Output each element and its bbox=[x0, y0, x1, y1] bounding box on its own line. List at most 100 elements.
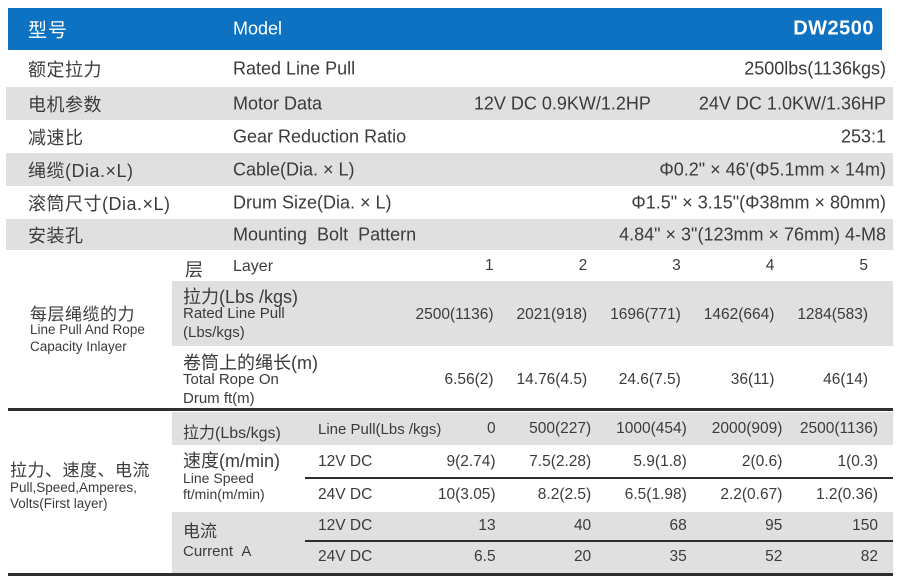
current-24v-label: 24V DC bbox=[318, 548, 373, 565]
current-24v-values: 6.5 20 35 52 82 bbox=[400, 548, 878, 566]
table-cell: 2(0.6) bbox=[741, 453, 783, 470]
spec-row-cable: 绳缆(Dia.×L) Cable(Dia. × L) Φ0.2" × 46'(Φ… bbox=[6, 153, 893, 186]
table-cell: 1696(771) bbox=[610, 306, 681, 323]
speed-label-en1: Line Speed bbox=[183, 470, 254, 486]
current-12v-label: 12V DC bbox=[318, 517, 373, 534]
band-rated-line-pull bbox=[172, 281, 893, 346]
table-cell: 6.5 bbox=[474, 548, 496, 565]
row-label-en2: (Lbs/kgs) bbox=[183, 324, 245, 341]
spec-value-24v: 24V DC 1.0KW/1.36HP bbox=[698, 93, 886, 113]
line-pull-label-en: Line Pull(Lbs /kgs) bbox=[318, 421, 442, 438]
layer-number: 3 bbox=[672, 257, 681, 274]
table-cell: 6.5(1.98) bbox=[624, 486, 687, 503]
table-cell: 52 bbox=[765, 548, 783, 565]
group-label-en2-layer: Capacity Inlayer bbox=[30, 339, 127, 354]
speed-12v-label: 12V DC bbox=[318, 453, 373, 470]
table-cell: 2021(918) bbox=[516, 306, 588, 323]
table-cell: 82 bbox=[860, 548, 878, 565]
spec-row-rated-line-pull: 额定拉力 Rated Line Pull 2500lbs(1136kgs) bbox=[6, 50, 893, 87]
table-cell: 1.2(0.36) bbox=[815, 486, 878, 503]
spec-row-motor-data: 电机参数 Motor Data 12V DC 0.9KW/1.2HP 24V D… bbox=[6, 87, 893, 120]
spec-label-en: Gear Reduction Ratio bbox=[233, 126, 407, 146]
table-cell: 1000(454) bbox=[616, 420, 687, 437]
table-cell: 5.9(1.8) bbox=[633, 453, 687, 470]
spec-label-en: Cable(Dia. × L) bbox=[233, 159, 355, 179]
table-cell: 150 bbox=[852, 517, 878, 534]
current-label-en: Current A bbox=[183, 543, 252, 560]
row-label-zh: 卷筒上的绳长(m) bbox=[183, 353, 318, 373]
table-cell: 500(227) bbox=[529, 420, 592, 437]
spec-value: 4.84" × 3"(123mm × 76mm) 4-M8 bbox=[619, 224, 886, 244]
speed-label-en2: ft/min(m/min) bbox=[183, 486, 265, 502]
table-cell: 1284(583) bbox=[797, 306, 868, 323]
row-label-zh: 拉力(Lbs /kgs) bbox=[183, 287, 299, 307]
layer-number: 4 bbox=[765, 257, 775, 274]
spec-label-zh: 电机参数 bbox=[28, 94, 102, 115]
row-label-en1: Rated Line Pull bbox=[183, 305, 285, 322]
spec-label-zh: 减速比 bbox=[28, 127, 84, 148]
table-header-bar: 型号 Model DW2500 bbox=[8, 8, 882, 50]
table-cell: 1462(664) bbox=[703, 306, 775, 323]
band-line-pull bbox=[172, 412, 893, 445]
band-current bbox=[172, 512, 893, 573]
table-cell: 13 bbox=[478, 517, 496, 534]
spec-value-12v: 12V DC 0.9KW/1.2HP bbox=[473, 93, 651, 113]
current-12v-values: 13 40 68 95 150 bbox=[400, 517, 878, 535]
header-label-en: Model bbox=[233, 18, 283, 39]
table-cell: 2500(1136) bbox=[415, 306, 494, 323]
spec-label-en: Mounting Bolt Pattern bbox=[233, 224, 417, 244]
row-label-en2: Drum ft(m) bbox=[183, 390, 255, 407]
rope-length-values: 6.56(2) 14.76(4.5) 24.6(7.5) 36(11) 46(1… bbox=[400, 371, 868, 389]
group-label-en1-layer: Line Pull And Rope bbox=[30, 322, 145, 337]
speed-12v-values: 9(2.74) 7.5(2.28) 5.9(1.8) 2(0.6) 1(0.3) bbox=[400, 453, 878, 471]
layer-number: 2 bbox=[578, 257, 588, 274]
table-cell: 9(2.74) bbox=[446, 453, 496, 470]
spec-value: Φ1.5" × 3.15"(Φ38mm × 80mm) bbox=[631, 192, 886, 212]
spec-label-zh: 绳缆(Dia.×L) bbox=[28, 160, 134, 181]
row-divider bbox=[305, 540, 893, 542]
table-cell: 68 bbox=[669, 517, 687, 534]
spec-row-drum-size: 滚筒尺寸(Dia.×L) Drum Size(Dia. × L) Φ1.5" ×… bbox=[6, 186, 893, 219]
line-pull-label-zh: 拉力(Lbs/kgs) bbox=[183, 425, 281, 442]
table-cell: 2500(1136) bbox=[799, 420, 878, 437]
row-divider bbox=[305, 477, 893, 479]
current-label-zh: 电流 bbox=[183, 522, 217, 541]
table-cell: 2000(909) bbox=[711, 420, 783, 437]
spec-value: 2500lbs(1136kgs) bbox=[744, 58, 886, 78]
group-label-en2-perf: Volts(First layer) bbox=[10, 496, 108, 511]
rated-line-pull-values: 2500(1136) 2021(918) 1696(771) 1462(664)… bbox=[400, 306, 868, 324]
layer-header-en: Layer bbox=[233, 258, 274, 275]
layer-number-row: 1 2 3 4 5 bbox=[400, 257, 868, 275]
spec-label-zh: 安装孔 bbox=[28, 225, 84, 246]
table-cell: 35 bbox=[669, 548, 687, 565]
table-cell: 1(0.3) bbox=[837, 453, 878, 470]
group-label-zh-perf: 拉力、速度、电流 bbox=[10, 461, 150, 480]
spec-label-en: Drum Size(Dia. × L) bbox=[233, 192, 392, 212]
line-pull-values: 0 500(227) 1000(454) 2000(909) 2500(1136… bbox=[400, 420, 878, 438]
spec-label-zh: 滚筒尺寸(Dia.×L) bbox=[28, 193, 171, 214]
speed-24v-values: 10(3.05) 8.2(2.5) 6.5(1.98) 2.2(0.67) 1.… bbox=[400, 486, 878, 504]
speed-label-zh: 速度(m/min) bbox=[183, 451, 280, 471]
table-cell: 2.2(0.67) bbox=[720, 486, 783, 503]
section-divider bbox=[8, 408, 893, 411]
table-cell: 6.56(2) bbox=[444, 371, 494, 388]
spec-value: 253:1 bbox=[840, 126, 886, 146]
table-cell: 46(14) bbox=[823, 371, 868, 388]
layer-header-zh: 层 bbox=[185, 260, 203, 280]
model-number: DW2500 bbox=[793, 17, 874, 40]
table-cell: 7.5(2.28) bbox=[529, 453, 592, 470]
bottom-divider bbox=[8, 573, 893, 576]
spec-label-en: Rated Line Pull bbox=[233, 58, 356, 78]
table-cell: 36(11) bbox=[730, 371, 775, 388]
header-label-zh: 型号 bbox=[28, 20, 69, 42]
spec-label-en: Motor Data bbox=[233, 93, 323, 113]
table-cell: 40 bbox=[573, 517, 592, 534]
group-label-en1-perf: Pull,Speed,Amperes, bbox=[10, 480, 137, 495]
table-cell: 24.6(7.5) bbox=[618, 371, 681, 388]
spec-label-zh: 额定拉力 bbox=[28, 59, 102, 80]
table-cell: 14.76(4.5) bbox=[516, 371, 588, 388]
spec-row-mounting-bolt: 安装孔 Mounting Bolt Pattern 4.84" × 3"(123… bbox=[6, 219, 893, 250]
group-label-zh-layer: 每层绳缆的力 bbox=[30, 305, 135, 324]
row-label-en1: Total Rope On bbox=[183, 371, 279, 388]
table-cell: 10(3.05) bbox=[437, 486, 496, 503]
